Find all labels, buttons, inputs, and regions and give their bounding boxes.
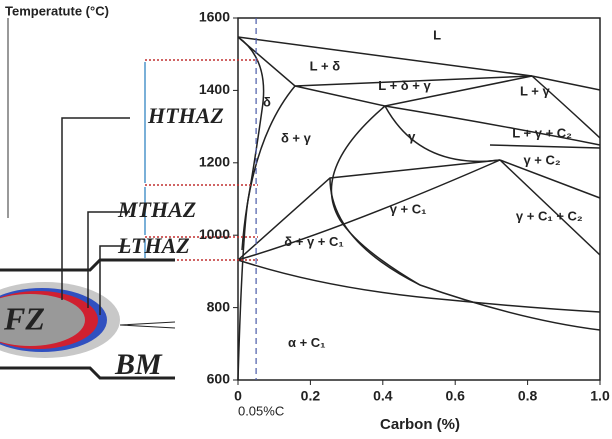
phase-label: L + γ + C₂ bbox=[512, 125, 572, 140]
y-tick-label: 1200 bbox=[199, 154, 230, 170]
zone-label: LTHAZ bbox=[117, 233, 190, 258]
plot-frame bbox=[237, 17, 601, 381]
zone-label: FZ bbox=[3, 300, 45, 336]
x-tick-label: 0.8 bbox=[518, 388, 538, 404]
phase-label: γ + C₂ bbox=[523, 152, 560, 167]
zone-label: BM bbox=[114, 348, 163, 381]
x-tick-label: 1.0 bbox=[590, 388, 610, 404]
marker-label: 0.05%C bbox=[238, 403, 284, 418]
phase-label: L + γ bbox=[520, 84, 551, 99]
phase-label: γ + C₁ + C₂ bbox=[516, 209, 583, 224]
heat-zone-levels bbox=[145, 59, 258, 261]
y-tick-label: 1000 bbox=[199, 226, 230, 242]
weld-schematic bbox=[0, 117, 176, 380]
y-tick-label: 800 bbox=[207, 298, 231, 314]
x-axis-title: Carbon (%) bbox=[380, 416, 460, 433]
phase-label: γ + C₁ bbox=[390, 201, 427, 216]
zone-label: MTHAZ bbox=[117, 197, 196, 222]
phase-label: δ + γ bbox=[281, 131, 312, 146]
phase-label: L bbox=[433, 28, 441, 43]
phase-label: α + C₁ bbox=[288, 335, 326, 350]
y-axis-title: Temperatute (°C) bbox=[5, 3, 109, 18]
phase-boundaries bbox=[237, 36, 601, 381]
phase-label: L + δ + γ bbox=[378, 78, 431, 93]
x-tick-label: 0 bbox=[234, 388, 242, 404]
phase-label: γ bbox=[408, 129, 416, 144]
y-tick-label: 1400 bbox=[199, 81, 230, 97]
x-tick-label: 0.2 bbox=[301, 388, 321, 404]
x-tick-label: 0.4 bbox=[373, 388, 393, 404]
y-tick-label: 1600 bbox=[199, 9, 230, 25]
x-tick-label: 0.6 bbox=[445, 388, 465, 404]
phase-label: δ + γ + C₁ bbox=[284, 234, 344, 249]
zone-label: HTHAZ bbox=[147, 103, 224, 128]
y-tick-label: 600 bbox=[207, 371, 231, 387]
phase-label: L + δ bbox=[310, 58, 341, 73]
phase-label: δ bbox=[263, 95, 271, 110]
